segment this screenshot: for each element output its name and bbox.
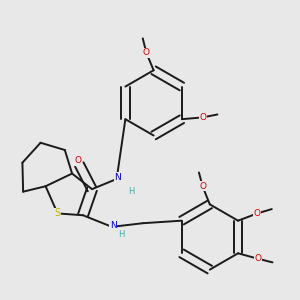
Text: H: H [128, 187, 134, 196]
Text: O: O [199, 182, 206, 191]
Text: N: N [114, 173, 121, 182]
Text: O: O [200, 113, 206, 122]
Text: H: H [118, 230, 124, 239]
Text: O: O [254, 254, 262, 263]
Text: S: S [55, 208, 61, 218]
Text: N: N [110, 221, 117, 230]
Text: O: O [254, 209, 261, 218]
Text: O: O [74, 156, 81, 165]
Text: O: O [143, 48, 150, 57]
